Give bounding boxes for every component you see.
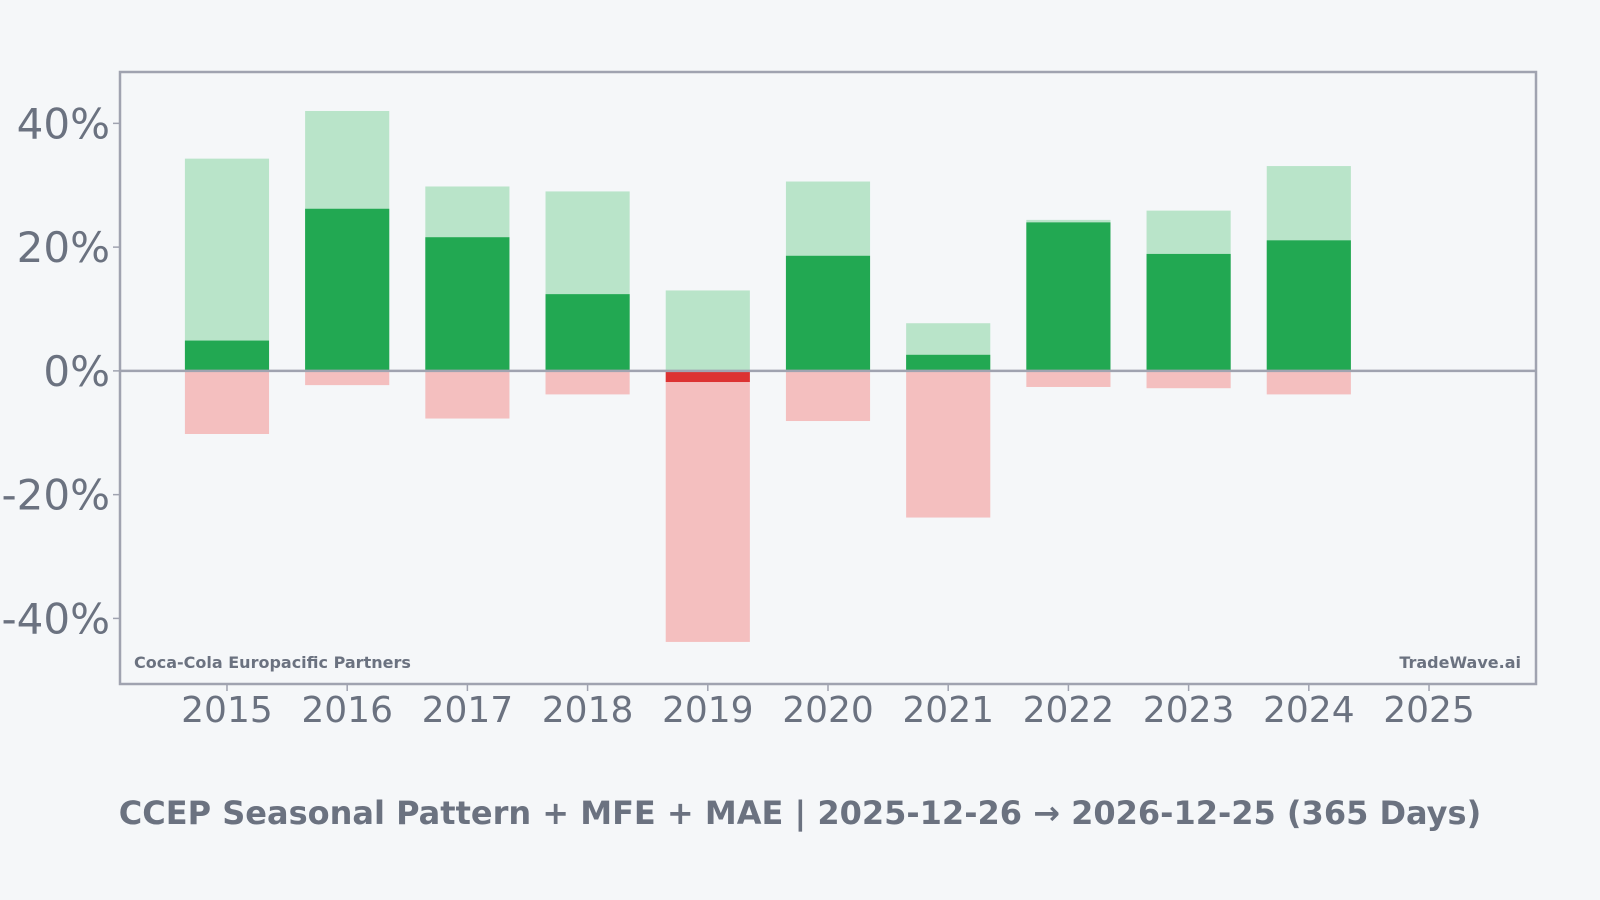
mae-bar-2020 [785,370,871,422]
watermark-brand: TradeWave.ai [1399,653,1521,672]
mfe-bar-2019 [665,290,750,371]
x-tick-label: 2015 [181,690,273,731]
mae-bar-2019 [665,370,750,642]
return-bar-2022 [1026,222,1111,371]
x-tick-label: 2021 [902,690,994,731]
x-tick-label: 2022 [1023,690,1115,731]
return-bar-2017 [425,237,510,371]
return-bar-2020 [785,255,871,371]
watermark-company: Coca-Cola Europacific Partners [134,653,411,672]
x-tick-label: 2019 [662,690,754,731]
mae-bar-2017 [425,370,510,419]
x-tick-label: 2016 [301,690,393,731]
mfe-bar-2015 [184,158,270,371]
x-tick-label: 2024 [1263,690,1355,731]
x-tick-label: 2017 [422,690,514,731]
y-tick-label: 20% [17,223,110,272]
y-tick-label: 0% [43,347,110,396]
x-tick-label: 2025 [1383,690,1475,731]
mae-bar-2022 [1026,370,1111,387]
y-tick-label: -20% [1,471,110,520]
bars-layer [184,110,1351,642]
return-bar-2024 [1266,240,1351,371]
y-axis: 40% 20% 0% -20% -40% [1,99,120,643]
x-tick-label: 2023 [1143,690,1235,731]
mae-bar-2023 [1146,370,1231,389]
y-tick-label: -40% [1,594,110,643]
x-tick-label: 2020 [782,690,874,731]
mae-bar-2018 [545,370,630,395]
mae-bar-2024 [1266,370,1351,395]
mae-bar-2016 [305,370,390,386]
return-bar-2016 [305,208,390,371]
return-bar-2023 [1146,253,1231,371]
return-bar-2019 [665,370,750,383]
return-bar-2018 [545,294,630,371]
chart-title: CCEP Seasonal Pattern + MFE + MAE | 2025… [119,794,1481,833]
x-tick-label: 2018 [542,690,634,731]
return-bar-2021 [906,354,991,371]
mae-bar-2021 [906,370,991,518]
mae-bar-2015 [184,370,270,435]
x-axis: 2015 2016 2017 2018 2019 2020 2021 2022 2023 2024… [181,684,1475,731]
y-tick-label: 40% [17,99,110,148]
return-bar-2015 [184,340,270,371]
